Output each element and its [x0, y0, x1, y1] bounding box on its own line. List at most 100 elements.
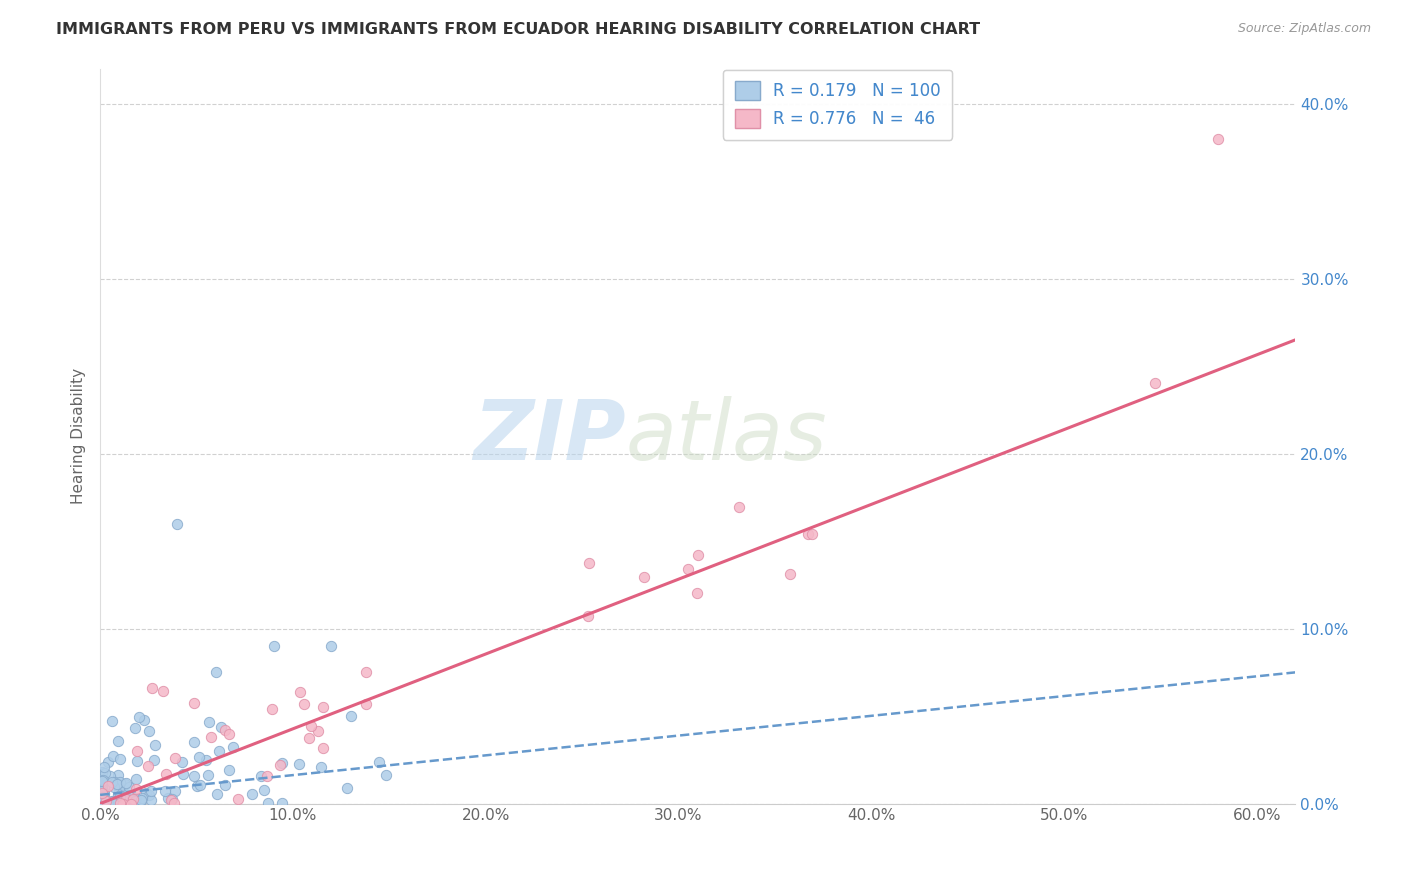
Point	[222, 739, 245, 754]
Point	[118, 780, 141, 795]
Point	[271, 796, 294, 810]
Point	[183, 696, 205, 710]
Point	[218, 763, 240, 777]
Text: IMMIGRANTS FROM PERU VS IMMIGRANTS FROM ECUADOR HEARING DISABILITY CORRELATION C: IMMIGRANTS FROM PERU VS IMMIGRANTS FROM …	[56, 22, 980, 37]
Point	[115, 776, 138, 790]
Point	[114, 787, 136, 801]
Point	[110, 790, 132, 805]
Point	[121, 793, 143, 807]
Point	[131, 790, 153, 805]
Point	[91, 773, 114, 788]
Point	[125, 781, 148, 796]
Point	[242, 787, 264, 801]
Point	[91, 782, 114, 797]
Point	[797, 527, 820, 541]
Point	[100, 714, 122, 728]
Point	[91, 779, 114, 793]
Point	[208, 744, 231, 758]
Point	[226, 792, 249, 806]
Point	[97, 795, 120, 809]
Point	[91, 795, 114, 809]
Point	[260, 702, 283, 716]
Point	[91, 786, 114, 800]
Point	[108, 775, 131, 789]
Point	[139, 793, 162, 807]
Point	[200, 730, 222, 744]
Point	[114, 794, 136, 808]
Point	[163, 796, 186, 810]
Point	[93, 790, 115, 805]
Point	[125, 772, 148, 787]
Point	[288, 685, 311, 699]
Point	[155, 766, 177, 780]
Point	[172, 755, 194, 769]
Text: atlas: atlas	[626, 395, 828, 476]
Point	[131, 794, 153, 808]
Point	[91, 764, 114, 779]
Point	[125, 754, 148, 768]
Point	[298, 731, 321, 746]
Point	[124, 794, 146, 808]
Point	[156, 791, 179, 805]
Point	[107, 768, 129, 782]
Point	[183, 769, 205, 783]
Point	[252, 783, 274, 797]
Point	[128, 710, 150, 724]
Point	[257, 796, 280, 810]
Point	[186, 779, 208, 793]
Point	[136, 758, 159, 772]
Point	[105, 777, 128, 791]
Point	[686, 548, 709, 562]
Point	[91, 774, 114, 789]
Point	[214, 779, 236, 793]
Point	[135, 786, 157, 800]
Point	[354, 665, 377, 679]
Point	[578, 557, 600, 571]
Point	[269, 757, 291, 772]
Point	[97, 796, 120, 810]
Point	[139, 784, 162, 798]
Point	[270, 756, 292, 770]
Point	[94, 779, 117, 793]
Point	[165, 784, 187, 798]
Point	[197, 768, 219, 782]
Point	[160, 791, 183, 805]
Point	[152, 684, 174, 698]
Point	[375, 768, 398, 782]
Point	[125, 791, 148, 805]
Point	[104, 775, 127, 789]
Point	[107, 787, 129, 801]
Point	[138, 724, 160, 739]
Point	[311, 700, 333, 714]
Point	[97, 780, 120, 794]
Text: ZIP: ZIP	[474, 395, 626, 476]
Point	[312, 741, 335, 756]
Point	[676, 562, 699, 576]
Point	[143, 738, 166, 752]
Point	[138, 789, 160, 803]
Point	[339, 709, 361, 723]
Point	[107, 733, 129, 747]
Point	[93, 759, 115, 773]
Point	[801, 527, 824, 541]
Point	[368, 755, 391, 769]
Point	[107, 787, 129, 801]
Point	[155, 783, 177, 797]
Point	[188, 778, 211, 792]
Point	[121, 791, 143, 805]
Point	[263, 639, 285, 653]
Text: Source: ZipAtlas.com: Source: ZipAtlas.com	[1237, 22, 1371, 36]
Point	[108, 781, 131, 796]
Point	[198, 714, 221, 729]
Point	[118, 789, 141, 803]
Point	[91, 770, 114, 784]
Point	[108, 796, 131, 810]
Point	[321, 639, 343, 653]
Point	[103, 780, 125, 794]
Point	[143, 753, 166, 767]
Point	[309, 759, 332, 773]
Point	[101, 794, 124, 808]
Point	[1143, 376, 1166, 390]
Point	[288, 756, 311, 771]
Point	[91, 784, 114, 798]
